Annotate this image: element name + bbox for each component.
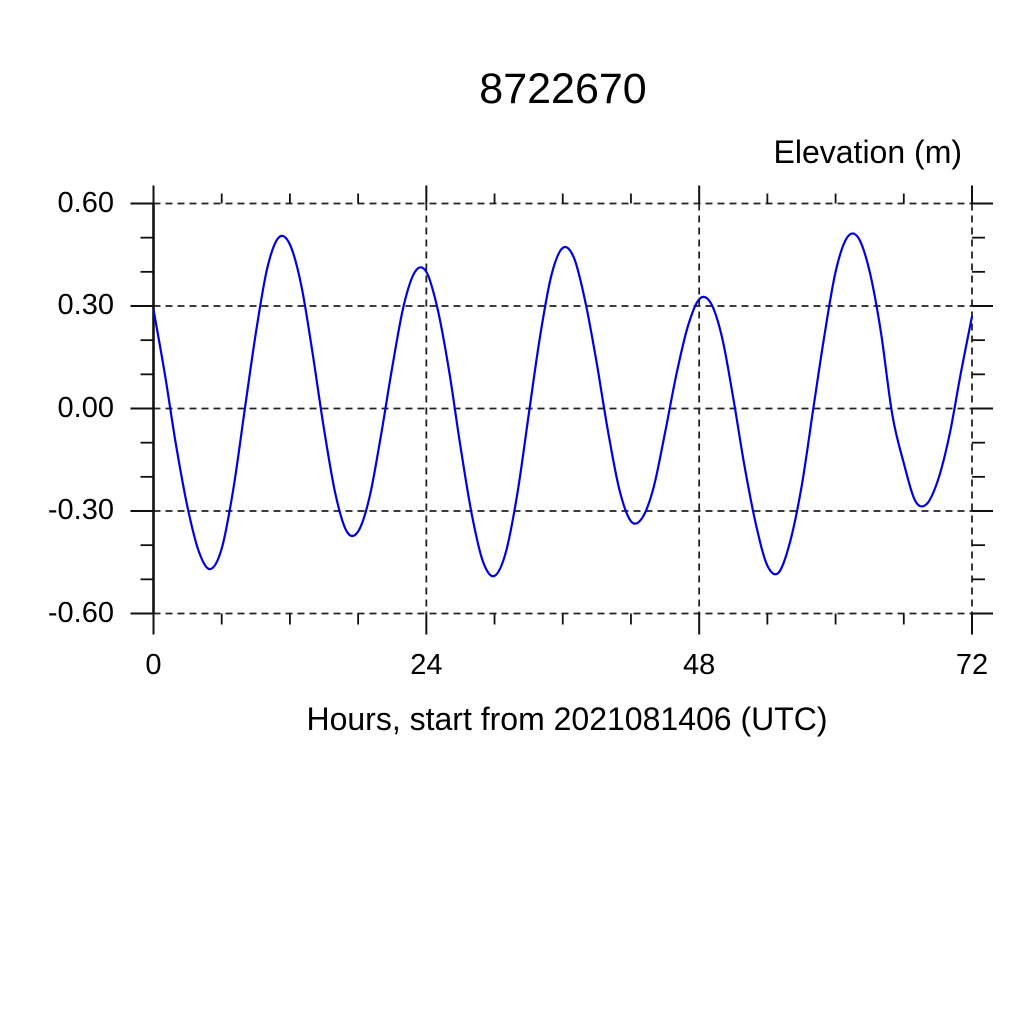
x-tick-label-24: 24 xyxy=(410,649,443,681)
y-tick-label-0.30: 0.30 xyxy=(57,288,114,321)
gridlines xyxy=(153,202,973,615)
y-axis-unit-label: Elevation (m) xyxy=(773,134,963,170)
x-tick-label-0: 0 xyxy=(145,649,162,681)
y-tick-label-0.00: 0.00 xyxy=(57,391,114,424)
x-tick-label-72: 72 xyxy=(955,649,989,681)
y-tick-label--0.60: -0.60 xyxy=(47,596,114,629)
x-tick-label-48: 48 xyxy=(683,649,716,681)
y-tick-label--0.30: -0.30 xyxy=(47,493,114,526)
chart-title: 8722670 xyxy=(479,65,647,113)
y-tick-label-0.60: 0.60 xyxy=(57,186,114,219)
elevation-curve xyxy=(152,232,974,578)
ticks xyxy=(130,185,993,635)
x-axis-caption: Hours, start from 2021081406 (UTC) xyxy=(306,701,828,737)
